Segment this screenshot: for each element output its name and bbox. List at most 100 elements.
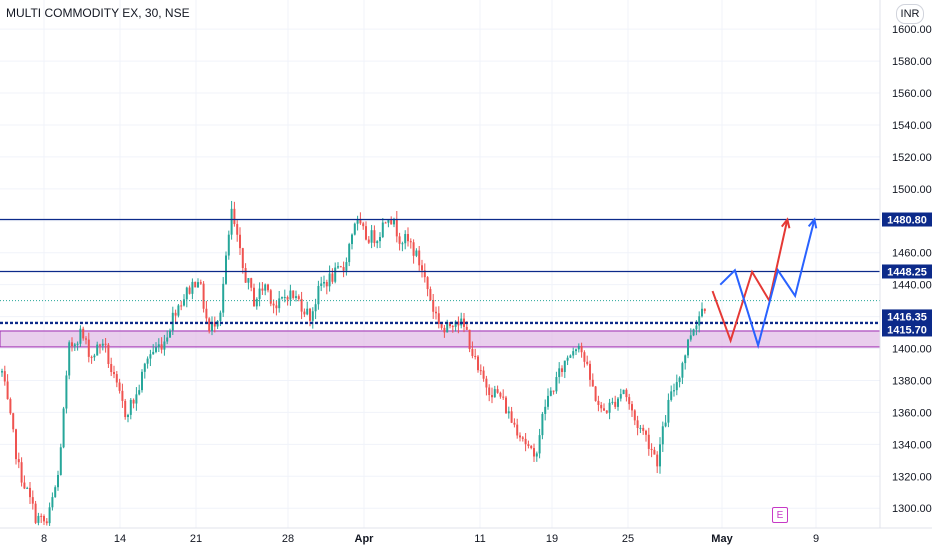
candle-body [163, 341, 166, 350]
candle-body [62, 408, 65, 448]
candle-body [295, 296, 297, 298]
currency-button[interactable]: INR [896, 4, 924, 24]
candle-body [107, 344, 110, 365]
candle-body [513, 422, 516, 425]
candle-body [569, 355, 572, 358]
candle-body [645, 430, 647, 435]
candle-body [82, 328, 85, 339]
candle-body [516, 424, 519, 436]
candle-body [258, 288, 261, 299]
candle-body [614, 401, 617, 407]
candle-body [264, 284, 267, 291]
candle-body [622, 389, 625, 395]
candle-body [443, 327, 446, 333]
candle-body [171, 312, 174, 331]
candle-body [664, 422, 667, 427]
candle-body [289, 290, 292, 300]
candle-body [485, 378, 488, 388]
y-tick-label: 1520.00 [892, 152, 932, 164]
x-tick-label: 19 [546, 533, 558, 545]
candle-body [85, 338, 87, 340]
candle-body [247, 278, 250, 283]
candle-body [471, 349, 474, 356]
candle-body [236, 224, 239, 235]
candle-body [303, 311, 306, 315]
candle-body [482, 370, 485, 379]
events-badge[interactable]: E [772, 507, 788, 523]
candle-body [12, 413, 15, 430]
candle-body [552, 390, 555, 392]
candle-body [631, 404, 633, 411]
x-tick-label: 11 [474, 533, 485, 545]
candle-body [104, 343, 107, 345]
candle-body [695, 325, 698, 330]
candle-body [454, 321, 457, 327]
candle-body [219, 312, 222, 321]
candle-body [628, 397, 631, 405]
candle-body [351, 234, 353, 245]
forecast-path-blue [719, 219, 816, 349]
candle-body [121, 390, 124, 401]
candle-body [435, 311, 437, 314]
candle-body [625, 389, 628, 398]
candle-body [205, 308, 208, 319]
candle-body [157, 344, 160, 348]
candle-body [586, 361, 589, 364]
candle-body [180, 305, 183, 307]
candle-body [650, 448, 653, 450]
candle-body [541, 413, 544, 436]
candle-body [135, 394, 138, 404]
candle-body [323, 281, 325, 284]
candle-body [538, 435, 541, 454]
price-label-bg [882, 212, 932, 227]
candle-body [692, 329, 695, 336]
candle-body [479, 370, 482, 372]
candle-body [283, 297, 286, 299]
candle-body [661, 426, 664, 445]
candle-body [40, 515, 43, 517]
candle-body [432, 300, 435, 312]
price-label-bg [882, 264, 932, 279]
candle-body [241, 248, 244, 269]
candle-body [48, 507, 51, 524]
candle-body [558, 368, 561, 378]
candle-body [68, 342, 71, 376]
candle-body [23, 482, 26, 489]
candle-body [636, 420, 639, 428]
support-zone [0, 330, 881, 348]
candle-body [29, 487, 31, 498]
candle-body [331, 273, 334, 282]
support-zone-band [0, 330, 881, 348]
candle-body [37, 515, 40, 523]
candle-body [155, 347, 157, 352]
candle-body [269, 290, 272, 304]
candle-body [45, 521, 48, 524]
candle-body [272, 303, 275, 306]
candle-body [566, 357, 569, 361]
candle-body [132, 399, 135, 404]
candle-body [194, 281, 197, 288]
candle-body [281, 297, 283, 299]
candle-body [393, 218, 395, 225]
candle-body [446, 322, 449, 333]
candle-body [138, 390, 141, 395]
candle-body [311, 311, 314, 321]
candle-body [149, 354, 152, 359]
candle-body [230, 208, 233, 235]
candle-body [465, 326, 468, 330]
candle-body [505, 397, 507, 414]
candle-body [407, 234, 409, 242]
candle-body [174, 312, 177, 316]
candle-body [633, 410, 636, 421]
candle-body [544, 406, 547, 414]
candle-body [600, 404, 603, 409]
level-lines [0, 218, 880, 325]
candle-body [687, 339, 689, 356]
candle-body [594, 386, 597, 401]
candle-body [563, 360, 566, 372]
candle-body [292, 290, 295, 298]
candle-body [524, 438, 527, 445]
candle-body [286, 297, 289, 300]
candle-body [639, 427, 642, 429]
